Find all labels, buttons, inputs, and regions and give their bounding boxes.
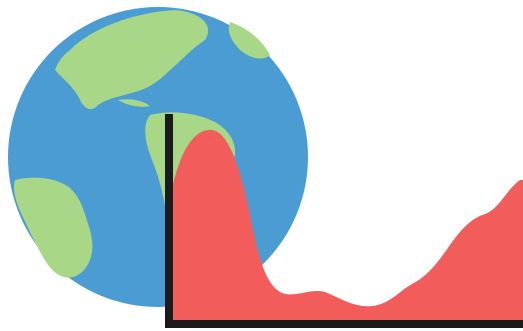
- chart-axes: [165, 114, 523, 328]
- land-caribbean: [118, 99, 150, 107]
- x-axis: [165, 320, 523, 328]
- land-north-america: [55, 10, 209, 110]
- chart-area: [172, 129, 523, 322]
- land-greenland: [228, 22, 270, 59]
- y-axis: [165, 114, 173, 328]
- globe: [8, 7, 308, 307]
- land-africa: [13, 177, 93, 278]
